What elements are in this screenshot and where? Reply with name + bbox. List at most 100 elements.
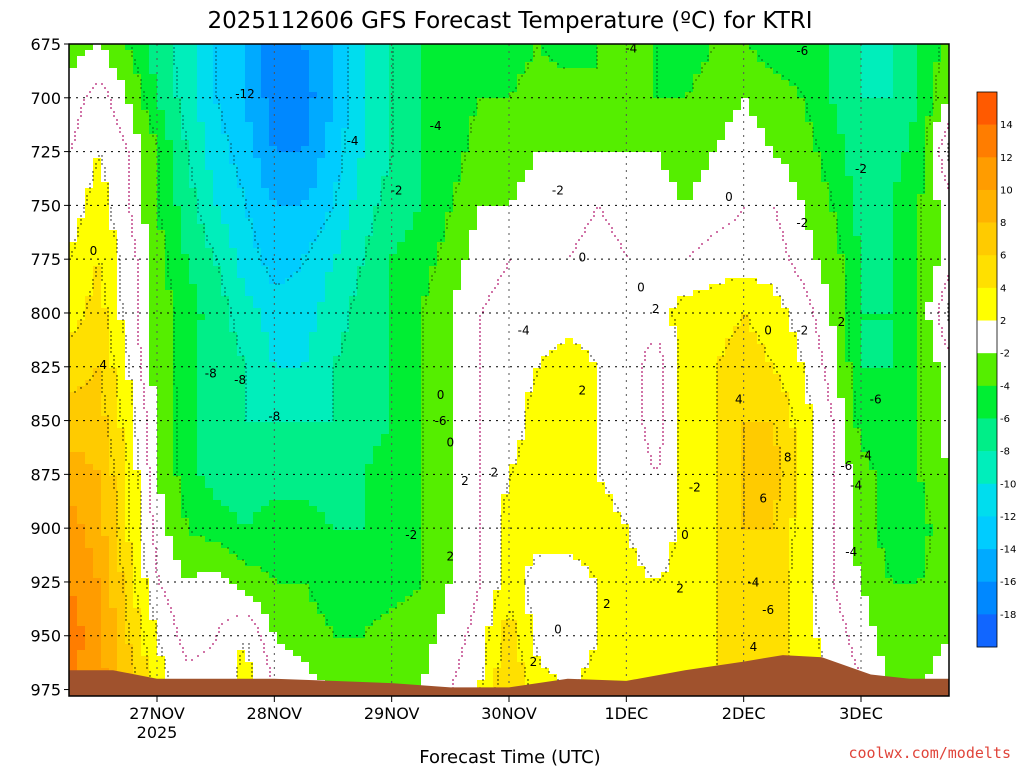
field-cell bbox=[149, 224, 158, 231]
field-cell bbox=[901, 80, 910, 87]
field-cell bbox=[589, 254, 598, 261]
field-cell bbox=[605, 176, 614, 183]
field-cell bbox=[789, 206, 798, 213]
field-cell bbox=[93, 176, 102, 183]
field-cell bbox=[301, 80, 310, 87]
field-cell bbox=[733, 170, 742, 177]
field-cell bbox=[637, 104, 646, 111]
field-cell bbox=[877, 98, 886, 105]
field-cell bbox=[77, 278, 86, 285]
field-cell bbox=[381, 236, 390, 243]
field-cell bbox=[861, 92, 870, 99]
field-cell bbox=[405, 290, 414, 297]
field-cell bbox=[357, 236, 366, 243]
field-cell bbox=[405, 284, 414, 291]
field-cell bbox=[389, 182, 398, 189]
field-cell bbox=[653, 98, 662, 105]
field-cell bbox=[669, 272, 678, 279]
field-cell bbox=[197, 224, 206, 231]
field-cell bbox=[381, 116, 390, 123]
field-cell bbox=[861, 254, 870, 261]
field-cell bbox=[221, 266, 230, 273]
field-cell bbox=[573, 62, 582, 69]
field-cell bbox=[605, 206, 614, 213]
field-cell bbox=[869, 188, 878, 195]
field-cell bbox=[69, 176, 78, 183]
field-cell bbox=[109, 200, 118, 207]
field-cell bbox=[389, 296, 398, 303]
field-cell bbox=[149, 290, 158, 297]
field-cell bbox=[805, 116, 814, 123]
field-cell bbox=[141, 284, 150, 291]
field-cell bbox=[901, 170, 910, 177]
field-cell bbox=[589, 68, 598, 75]
field-cell bbox=[933, 284, 942, 291]
field-cell bbox=[189, 200, 198, 207]
field-cell bbox=[829, 92, 838, 99]
field-cell bbox=[413, 278, 422, 285]
field-cell bbox=[533, 140, 542, 147]
field-cell bbox=[533, 158, 542, 165]
field-cell bbox=[205, 218, 214, 225]
field-cell bbox=[893, 194, 902, 201]
field-cell bbox=[173, 302, 182, 309]
field-cell bbox=[165, 140, 174, 147]
field-cell bbox=[797, 278, 806, 285]
field-cell bbox=[789, 182, 798, 189]
field-cell bbox=[605, 50, 614, 57]
field-cell bbox=[741, 98, 750, 105]
field-cell bbox=[493, 134, 502, 141]
field-cell bbox=[285, 272, 294, 279]
field-cell bbox=[253, 80, 262, 87]
field-cell bbox=[797, 128, 806, 135]
field-cell bbox=[333, 152, 342, 159]
field-cell bbox=[597, 194, 606, 201]
field-cell bbox=[501, 218, 510, 225]
field-cell bbox=[93, 86, 102, 93]
field-cell bbox=[709, 278, 718, 285]
field-cell bbox=[85, 56, 94, 63]
field-cell bbox=[869, 272, 878, 279]
field-cell bbox=[613, 266, 622, 273]
field-cell bbox=[893, 284, 902, 291]
field-cell bbox=[589, 296, 598, 303]
field-cell bbox=[237, 92, 246, 99]
field-cell bbox=[117, 182, 126, 189]
field-cell bbox=[693, 236, 702, 243]
field-cell bbox=[157, 296, 166, 303]
field-cell bbox=[213, 302, 222, 309]
field-cell bbox=[325, 272, 334, 279]
field-cell bbox=[877, 176, 886, 183]
field-cell bbox=[565, 272, 574, 279]
field-cell bbox=[541, 170, 550, 177]
field-cell bbox=[773, 140, 782, 147]
field-cell bbox=[933, 140, 942, 147]
field-cell bbox=[333, 200, 342, 207]
field-cell bbox=[405, 230, 414, 237]
field-cell bbox=[493, 236, 502, 243]
field-cell bbox=[741, 302, 750, 309]
field-cell bbox=[661, 230, 670, 237]
field-cell bbox=[621, 302, 630, 309]
field-cell bbox=[333, 290, 342, 297]
field-cell bbox=[701, 128, 710, 135]
field-cell bbox=[605, 254, 614, 261]
field-cell bbox=[621, 44, 630, 51]
field-cell bbox=[709, 140, 718, 147]
field-cell bbox=[109, 248, 118, 255]
field-cell bbox=[421, 308, 430, 315]
field-cell bbox=[557, 296, 566, 303]
field-cell bbox=[613, 290, 622, 297]
field-cell bbox=[413, 92, 422, 99]
field-cell bbox=[925, 182, 934, 189]
field-cell bbox=[565, 104, 574, 111]
field-cell bbox=[781, 212, 790, 219]
field-cell bbox=[837, 260, 846, 267]
field-cell bbox=[517, 170, 526, 177]
field-cell bbox=[125, 62, 134, 69]
field-cell bbox=[925, 68, 934, 75]
field-cell bbox=[493, 242, 502, 249]
field-cell bbox=[797, 194, 806, 201]
field-cell bbox=[125, 116, 134, 123]
field-cell bbox=[581, 122, 590, 129]
